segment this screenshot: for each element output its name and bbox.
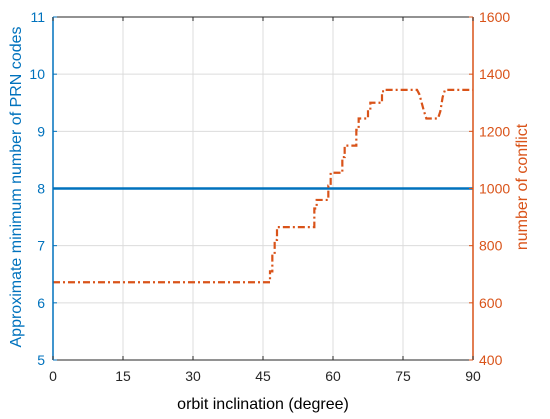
y-left-tick-label: 10 xyxy=(29,66,45,82)
x-tick-label: 30 xyxy=(185,368,201,384)
y-left-tick-label: 9 xyxy=(37,123,45,139)
y-right-tick-label: 400 xyxy=(479,352,503,368)
y-right-axis-label: number of conflict xyxy=(514,123,531,250)
y-right-tick-label: 1000 xyxy=(479,181,510,197)
y-left-axis-label: Approximate minimum number of PRN codes xyxy=(8,26,25,347)
y-left-tick-label: 11 xyxy=(30,9,45,25)
x-tick-label: 45 xyxy=(255,368,271,384)
x-tick-label: 15 xyxy=(115,368,131,384)
x-tick-label: 60 xyxy=(325,368,341,384)
plot-area xyxy=(53,88,473,284)
y-right-tick-label: 800 xyxy=(479,238,503,254)
x-axis-label: orbit inclination (degree) xyxy=(177,396,349,413)
series-line-conflict xyxy=(53,88,473,284)
y-right-tick-label: 1600 xyxy=(479,9,510,25)
y-left-tick-label: 7 xyxy=(37,238,45,254)
x-tick-label: 90 xyxy=(465,368,481,384)
y-left-tick-label: 8 xyxy=(37,181,45,197)
x-tick-label: 0 xyxy=(49,368,57,384)
y-left-tick-label: 5 xyxy=(37,352,45,368)
y-right-tick-label: 1400 xyxy=(479,66,510,82)
axes: 0 15 30 45 60 75 90 5 6 7 8 9 10 11 400 600 800 1000 1200 1… xyxy=(29,9,510,384)
x-tick-label: 75 xyxy=(395,368,411,384)
y-right-tick-label: 600 xyxy=(479,295,503,311)
y-left-tick-label: 6 xyxy=(37,295,45,311)
y-right-tick-label: 1200 xyxy=(479,123,510,139)
